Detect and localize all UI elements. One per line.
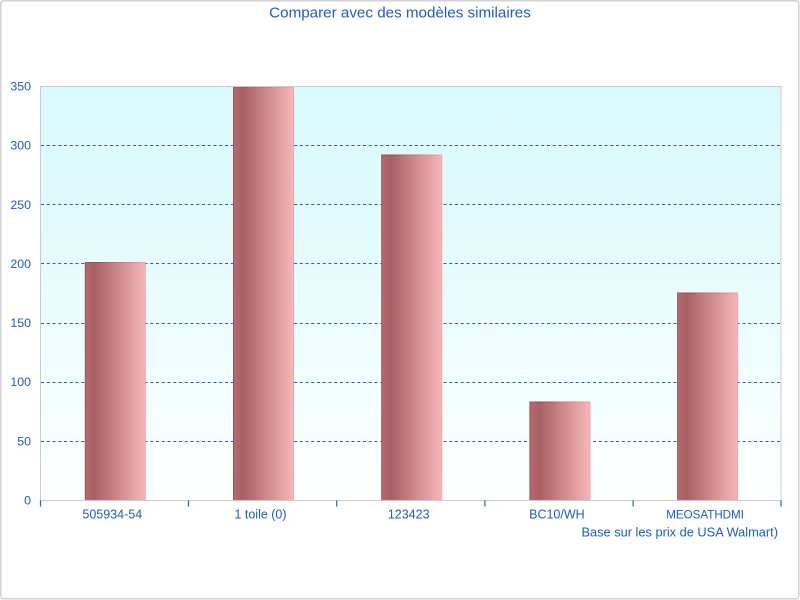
svg-text:123423: 123423 xyxy=(388,508,430,522)
svg-text:MEOSATHDMI: MEOSATHDMI xyxy=(666,509,744,522)
svg-text:300: 300 xyxy=(10,139,31,153)
svg-text:0: 0 xyxy=(24,494,31,508)
svg-text:50: 50 xyxy=(17,434,31,448)
svg-text:1 toile (0): 1 toile (0) xyxy=(234,508,286,522)
svg-text:200: 200 xyxy=(10,257,31,271)
svg-text:BC10/WH: BC10/WH xyxy=(529,508,585,522)
svg-text:100: 100 xyxy=(10,375,31,389)
svg-text:Comparer avec des modèles simi: Comparer avec des modèles similaires xyxy=(269,5,531,22)
svg-text:250: 250 xyxy=(10,198,31,212)
svg-text:150: 150 xyxy=(10,316,31,330)
svg-text:350: 350 xyxy=(10,80,31,94)
svg-text:505934-54: 505934-54 xyxy=(82,508,142,522)
svg-text:Base sur les prix de USA Walma: Base sur les prix de USA Walmart) xyxy=(581,525,778,540)
